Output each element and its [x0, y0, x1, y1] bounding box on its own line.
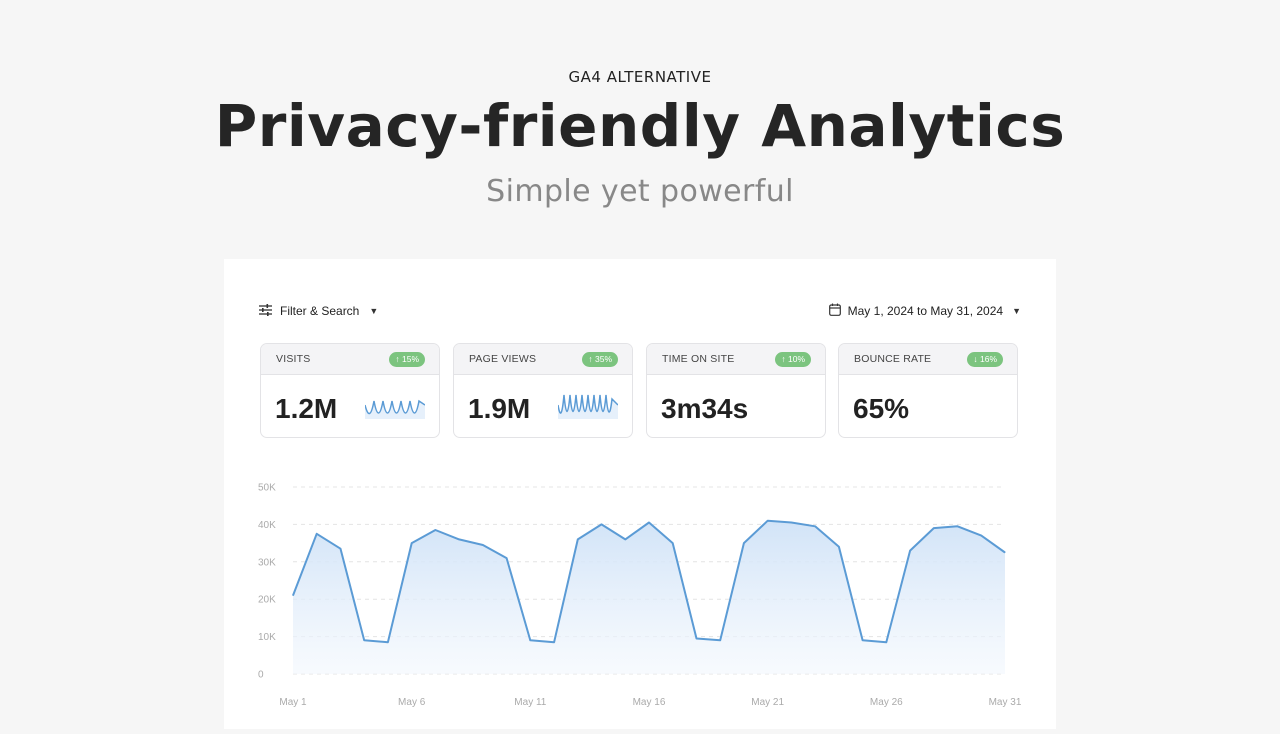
- metric-value: 65%: [853, 393, 910, 424]
- area-fill: [293, 520, 1005, 674]
- data-point: [933, 527, 935, 529]
- data-point: [434, 529, 436, 531]
- data-point: [363, 639, 365, 641]
- sliders-icon: [259, 303, 272, 319]
- y-tick-label: 0: [258, 670, 264, 681]
- data-point: [862, 639, 864, 641]
- data-point: [292, 594, 294, 596]
- page-views-sparkline: [558, 394, 618, 419]
- data-point: [553, 641, 555, 643]
- x-tick-label: May 26: [870, 697, 903, 708]
- data-point: [482, 544, 484, 546]
- metric-value: 3m34s: [661, 393, 749, 424]
- data-point: [529, 639, 531, 641]
- data-point: [387, 641, 389, 643]
- eyebrow-label: GA4 ALTERNATIVE: [568, 68, 712, 86]
- change-badge: ↓ 16%: [967, 351, 1003, 367]
- page-headline: Privacy-friendly Analytics: [214, 92, 1066, 160]
- data-point: [909, 550, 911, 552]
- chevron-down-icon: ▼: [369, 306, 379, 316]
- data-point: [790, 522, 792, 524]
- dashboard-card: Filter & Search ▼ May 1, 2024 to May 31,…: [224, 259, 1056, 729]
- metric-card-visits[interactable]: VISITS ↑ 15% 1.2M: [260, 343, 440, 438]
- calendar-icon: [828, 303, 841, 319]
- y-tick-label: 30K: [258, 557, 276, 568]
- data-point: [577, 538, 579, 540]
- change-badge: ↑ 35%: [582, 351, 618, 367]
- x-tick-label: May 1: [279, 697, 307, 708]
- metric-value: 1.2M: [275, 393, 338, 424]
- metric-card-page-views[interactable]: PAGE VIEWS ↑ 35% 1.9M: [453, 343, 633, 438]
- data-point: [648, 522, 650, 524]
- data-point: [316, 533, 318, 535]
- metric-value: 1.9M: [468, 393, 531, 424]
- y-tick-label: 10K: [258, 632, 276, 643]
- data-point: [719, 639, 721, 641]
- data-point: [814, 525, 816, 527]
- data-point: [672, 542, 674, 544]
- page-subheadline: Simple yet powerful: [486, 174, 794, 209]
- y-tick-label: 40K: [258, 520, 276, 531]
- change-badge: ↑ 15%: [389, 351, 425, 367]
- data-point: [767, 520, 769, 522]
- x-tick-label: May 31: [989, 697, 1022, 708]
- data-point: [980, 535, 982, 537]
- chevron-down-icon: ▼: [1012, 306, 1021, 316]
- data-point: [1004, 551, 1006, 553]
- filter-search-button[interactable]: Filter & Search ▼: [259, 303, 378, 319]
- visits-sparkline: [365, 399, 425, 419]
- metrics-row: VISITS ↑ 15% 1.2M PAGE VIEWS ↑ 35% 1.9M: [260, 343, 1020, 439]
- visits-area-chart: 0 10K 20K 30K 40K 50K May 1 May 6 May 11 May 16 M…: [258, 483, 1022, 709]
- y-tick-label: 50K: [258, 483, 276, 494]
- data-point: [838, 546, 840, 548]
- metric-card-time-on-site[interactable]: TIME ON SITE ↑ 10% 3m34s: [646, 343, 826, 438]
- data-point: [957, 525, 959, 527]
- data-point: [624, 538, 626, 540]
- data-point: [743, 542, 745, 544]
- metric-label: PAGE VIEWS: [469, 353, 537, 365]
- date-range-label: May 1, 2024 to May 31, 2024: [847, 304, 1004, 318]
- metric-card-bounce-rate[interactable]: BOUNCE RATE ↓ 16% 65%: [838, 343, 1018, 438]
- y-tick-label: 20K: [258, 595, 276, 606]
- metric-label: BOUNCE RATE: [854, 353, 932, 365]
- x-tick-label: May 6: [398, 697, 426, 708]
- filter-search-label: Filter & Search: [280, 304, 360, 318]
- metric-label: TIME ON SITE: [662, 353, 735, 365]
- data-point: [885, 641, 887, 643]
- data-point: [339, 548, 341, 550]
- change-badge: ↑ 10%: [775, 351, 811, 367]
- data-point: [506, 557, 508, 559]
- data-point: [458, 538, 460, 540]
- data-point: [695, 637, 697, 639]
- date-range-picker[interactable]: May 1, 2024 to May 31, 2024 ▼: [828, 303, 1021, 319]
- data-point: [411, 542, 413, 544]
- x-tick-label: May 16: [633, 697, 666, 708]
- data-point: [601, 523, 603, 525]
- x-tick-label: May 21: [751, 697, 784, 708]
- x-tick-label: May 11: [514, 697, 546, 708]
- metric-label: VISITS: [276, 353, 311, 365]
